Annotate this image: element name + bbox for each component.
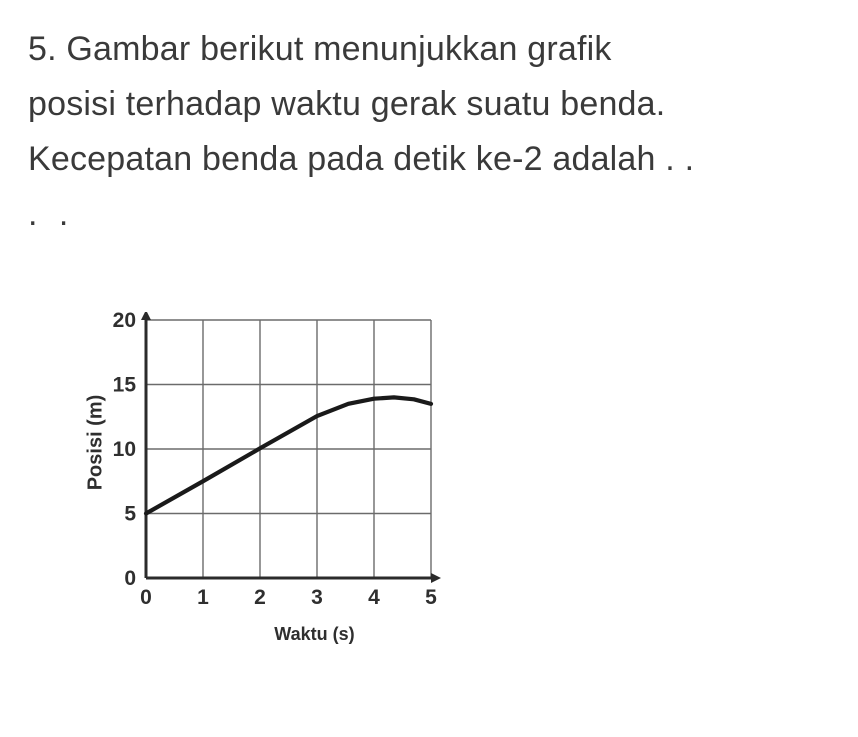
question-line-2: posisi terhadap waktu gerak suatu benda.	[28, 77, 830, 132]
position-time-chart: Posisi (m) 05101520012345 Waktu (s)	[88, 312, 830, 618]
svg-text:4: 4	[368, 586, 380, 609]
svg-text:1: 1	[197, 586, 209, 609]
question-trailing-dots: . .	[28, 187, 830, 242]
question-line-3: Kecepatan benda pada detik ke-2 adalah .…	[28, 132, 830, 187]
svg-text:3: 3	[311, 586, 323, 609]
question-line-1: 5. Gambar berikut menunjukkan grafik	[28, 22, 830, 77]
y-axis-label: Posisi (m)	[48, 312, 144, 572]
svg-text:0: 0	[140, 586, 152, 609]
x-axis-label: Waktu (s)	[274, 624, 354, 645]
svg-text:2: 2	[254, 586, 266, 609]
svg-text:5: 5	[425, 586, 437, 609]
